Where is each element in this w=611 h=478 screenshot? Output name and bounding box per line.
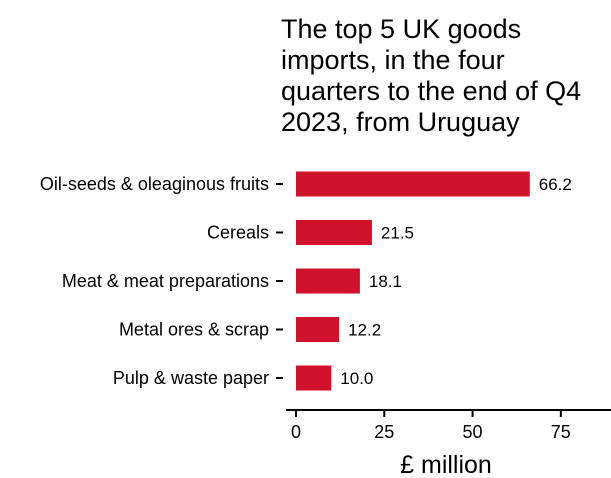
y-tick-label: Cereals <box>207 223 269 243</box>
bar <box>296 268 360 294</box>
bars-group: 66.2 21.5 18.1 12.2 10.0 <box>296 171 572 391</box>
x-tick-label: 50 <box>463 422 483 442</box>
y-tick-label: Oil-seeds & oleaginous fruits <box>40 174 269 194</box>
chart-title: The top 5 UK goods imports, in the four … <box>281 14 582 137</box>
y-tick-label: Pulp & waste paper <box>113 368 269 388</box>
data-label: 10.0 <box>340 369 373 388</box>
bar <box>296 171 530 197</box>
y-tick-label: Meat & meat preparations <box>62 271 269 291</box>
x-axis-title: £ million <box>400 451 492 478</box>
data-label: 12.2 <box>348 321 381 340</box>
bar <box>296 365 332 391</box>
x-tick-label: 0 <box>291 422 301 442</box>
y-tick-label: Metal ores & scrap <box>119 320 269 340</box>
data-label: 66.2 <box>539 175 572 194</box>
y-axis: Oil-seeds & oleaginous fruits Cereals Meat… <box>40 174 283 388</box>
bar <box>296 220 372 245</box>
data-label: 18.1 <box>369 272 402 291</box>
x-tick-label: 75 <box>551 422 571 442</box>
x-tick-label: 25 <box>374 422 394 442</box>
data-label: 21.5 <box>381 224 414 243</box>
x-axis: 0 25 50 75 <box>286 409 611 442</box>
bar <box>296 317 340 342</box>
